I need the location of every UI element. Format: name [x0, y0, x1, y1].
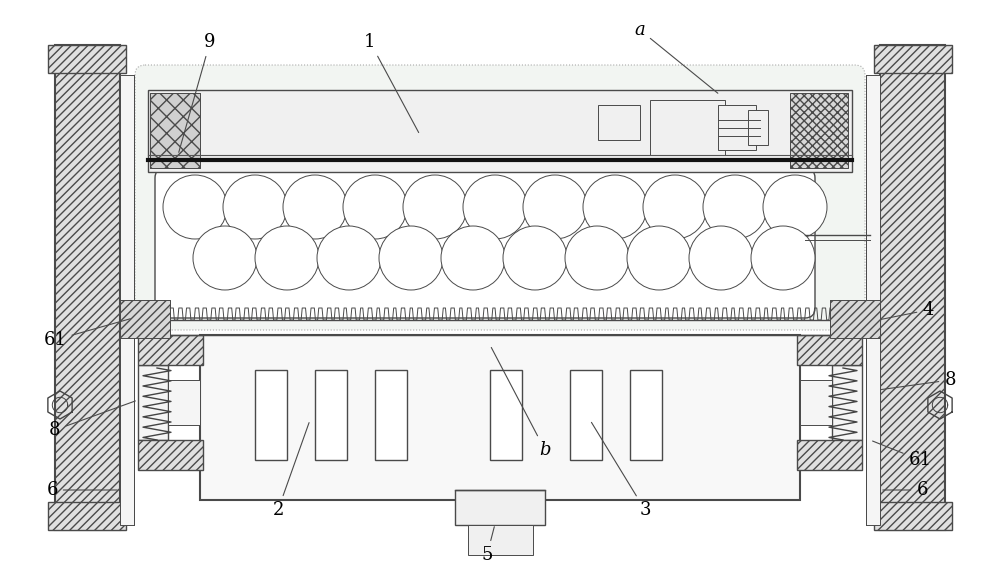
Text: 6: 6	[883, 481, 928, 499]
Bar	[718, 105, 756, 150]
Ellipse shape	[343, 175, 407, 239]
Ellipse shape	[403, 175, 467, 239]
Ellipse shape	[583, 175, 647, 239]
Text: 1: 1	[364, 33, 419, 133]
Ellipse shape	[317, 226, 381, 290]
Ellipse shape	[565, 226, 629, 290]
Bar	[255, 370, 287, 460]
Bar	[120, 75, 134, 525]
Bar	[120, 300, 170, 335]
Ellipse shape	[751, 226, 815, 290]
Bar	[315, 370, 347, 460]
Ellipse shape	[441, 226, 505, 290]
Text: 2: 2	[272, 422, 309, 519]
Bar	[455, 490, 545, 525]
Ellipse shape	[193, 226, 257, 290]
Ellipse shape	[255, 226, 319, 290]
Ellipse shape	[163, 175, 227, 239]
Ellipse shape	[379, 226, 443, 290]
Bar	[830, 300, 880, 335]
Bar	[650, 100, 725, 155]
Ellipse shape	[463, 175, 527, 239]
Ellipse shape	[223, 175, 287, 239]
Bar	[830, 300, 880, 338]
Bar	[880, 45, 945, 530]
Text: 8: 8	[49, 401, 135, 439]
Text: 4: 4	[881, 301, 934, 320]
Bar	[874, 45, 952, 73]
Bar	[138, 440, 203, 470]
Bar	[598, 105, 640, 140]
Bar	[138, 365, 168, 440]
Bar	[630, 370, 662, 460]
Text: 8: 8	[881, 371, 956, 390]
Bar	[797, 335, 862, 365]
Text: 61: 61	[44, 319, 130, 349]
Ellipse shape	[643, 175, 707, 239]
Text: 61: 61	[873, 441, 932, 469]
Ellipse shape	[283, 175, 347, 239]
Bar	[797, 440, 862, 470]
Bar	[168, 380, 200, 425]
Bar	[832, 365, 862, 440]
Text: a: a	[635, 21, 718, 93]
Ellipse shape	[703, 175, 767, 239]
Bar	[200, 335, 800, 500]
Text: 3: 3	[591, 422, 651, 519]
Ellipse shape	[627, 226, 691, 290]
Ellipse shape	[523, 175, 587, 239]
Bar	[55, 45, 120, 530]
Bar	[800, 380, 832, 425]
Bar	[570, 370, 602, 460]
Ellipse shape	[763, 175, 827, 239]
Bar	[120, 300, 170, 338]
Text: 9: 9	[179, 33, 216, 152]
Bar	[48, 45, 126, 73]
Bar	[150, 93, 200, 168]
Bar	[874, 502, 952, 530]
Bar	[790, 93, 848, 168]
Bar	[138, 335, 203, 365]
Bar	[748, 110, 768, 145]
Ellipse shape	[689, 226, 753, 290]
Bar	[468, 525, 533, 555]
Bar	[148, 90, 852, 172]
Ellipse shape	[503, 226, 567, 290]
Bar	[48, 502, 126, 530]
Bar	[375, 370, 407, 460]
Text: 5: 5	[481, 527, 494, 564]
Bar	[150, 93, 200, 168]
FancyBboxPatch shape	[155, 168, 815, 318]
Bar	[866, 75, 880, 525]
Text: b: b	[491, 347, 551, 459]
Bar	[490, 370, 522, 460]
FancyBboxPatch shape	[135, 65, 865, 330]
Text: 6: 6	[46, 481, 117, 499]
